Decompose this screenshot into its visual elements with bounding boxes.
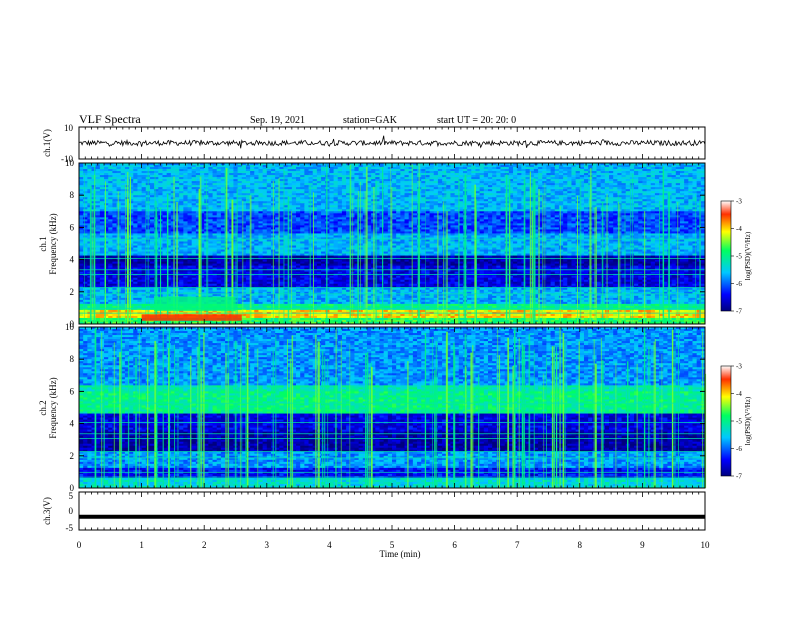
time-tick-0: 0 — [77, 540, 82, 550]
ch1-colorbar-gradient — [721, 201, 731, 311]
figure-title: VLF Spectra — [79, 112, 141, 126]
time-tick-3: 3 — [265, 540, 270, 550]
ch2-colorbar-tick--5: -5 — [736, 418, 742, 426]
ch2-spectrogram-image — [79, 327, 706, 488]
ch1-spectrogram-ytick-2: 2 — [70, 287, 75, 297]
ch2-spectrogram-ytick-10: 10 — [65, 322, 75, 332]
ch1-colorbar: -3 -4 -5 -6 -7 log(PSD)(V²/Hz) — [721, 198, 752, 316]
ch1-colorbar-tick--7: -7 — [736, 308, 742, 316]
ch2-colorbar-gradient — [721, 366, 731, 476]
ch3-waveform-frame — [79, 492, 705, 530]
time-tick-6: 6 — [452, 540, 457, 550]
ch1-spectrogram-ytick-4: 4 — [70, 255, 75, 265]
ch2-colorbar-tick--4: -4 — [736, 390, 742, 398]
date-label: Sep. 19, 2021 — [250, 115, 305, 126]
ch1-waveform-ylabel: ch.1(V) — [42, 129, 52, 157]
ch1-colorbar-label: log(PSD)(V²/Hz) — [744, 231, 752, 280]
ch1-colorbar-tick--4: -4 — [736, 225, 742, 233]
ch2-colorbar-label: log(PSD)(V²/Hz) — [744, 396, 752, 445]
ch1-colorbar-tick--5: -5 — [736, 253, 742, 261]
ch1-colorbar-tick--6: -6 — [736, 280, 742, 288]
ch2-colorbar-tick--6: -6 — [736, 445, 742, 453]
ch1-spectrogram-channel-label: ch.1 — [38, 236, 48, 251]
ch3-ytick-top: 5 — [69, 491, 74, 501]
ch1-ytick-top: 10 — [64, 123, 74, 133]
time-tick-8: 8 — [578, 540, 583, 550]
start-time-label: start UT = 20: 20: 0 — [437, 115, 516, 126]
ch1-spectrogram-ytick-10: 10 — [65, 158, 75, 168]
time-tick-9: 9 — [640, 540, 645, 550]
time-tick-1: 1 — [139, 540, 144, 550]
ch2-spectrogram-ytick-2: 2 — [70, 451, 75, 461]
ch1-spectrogram-ytick-8: 8 — [70, 190, 75, 200]
ch2-colorbar: -3 -4 -5 -6 -7 log(PSD)(V²/Hz) — [721, 363, 752, 481]
ch1-spectrogram-ylabel: Frequency (kHz) — [48, 213, 58, 274]
ch2-colorbar-ticks: -3 -4 -5 -6 -7 — [731, 363, 742, 481]
ch1-spectrogram-ytick-6: 6 — [70, 222, 75, 232]
time-tick-7: 7 — [515, 540, 520, 550]
time-tick-10: 10 — [701, 540, 711, 550]
station-label: station=GAK — [343, 115, 398, 126]
ch1-spectrogram-image — [79, 163, 705, 324]
ch2-spectrogram-ytick-8: 8 — [70, 354, 75, 364]
ch2-spectrogram-ytick-4: 4 — [70, 419, 75, 429]
ch2-spectrogram-ylabel: Frequency (kHz) — [48, 377, 58, 438]
time-axis-label: Time (min) — [380, 549, 421, 559]
ch2-spectrogram-ytick-6: 6 — [70, 386, 75, 396]
time-tick-4: 4 — [327, 540, 332, 550]
ch2-spectrogram-channel-label: ch.2 — [38, 400, 48, 415]
ch2-colorbar-tick--7: -7 — [736, 473, 742, 481]
ch1-colorbar-tick--3: -3 — [736, 198, 742, 206]
time-tick-2: 2 — [202, 540, 207, 550]
ch2-colorbar-tick--3: -3 — [736, 363, 742, 371]
ch1-colorbar-ticks: -3 -4 -5 -6 -7 — [731, 198, 742, 316]
ch3-ytick-mid: 0 — [69, 506, 74, 516]
ch3-ytick-bottom: -5 — [66, 523, 74, 533]
ch3-waveform-ylabel: ch.3(V) — [42, 497, 52, 525]
